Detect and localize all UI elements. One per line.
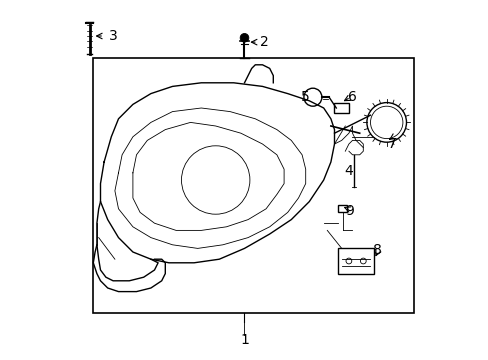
Text: 6: 6 bbox=[347, 90, 356, 104]
Text: 8: 8 bbox=[372, 243, 381, 257]
Circle shape bbox=[240, 33, 248, 42]
Text: 9: 9 bbox=[345, 204, 354, 217]
Text: 3: 3 bbox=[108, 29, 117, 43]
Text: 4: 4 bbox=[344, 164, 352, 178]
Bar bbox=[334, 103, 348, 113]
Text: 2: 2 bbox=[260, 35, 268, 49]
Text: 7: 7 bbox=[387, 137, 396, 151]
Text: 1: 1 bbox=[240, 333, 248, 347]
Text: 5: 5 bbox=[300, 90, 309, 104]
Bar bbox=[337, 248, 373, 274]
Bar bbox=[93, 58, 413, 313]
Bar bbox=[337, 205, 346, 212]
